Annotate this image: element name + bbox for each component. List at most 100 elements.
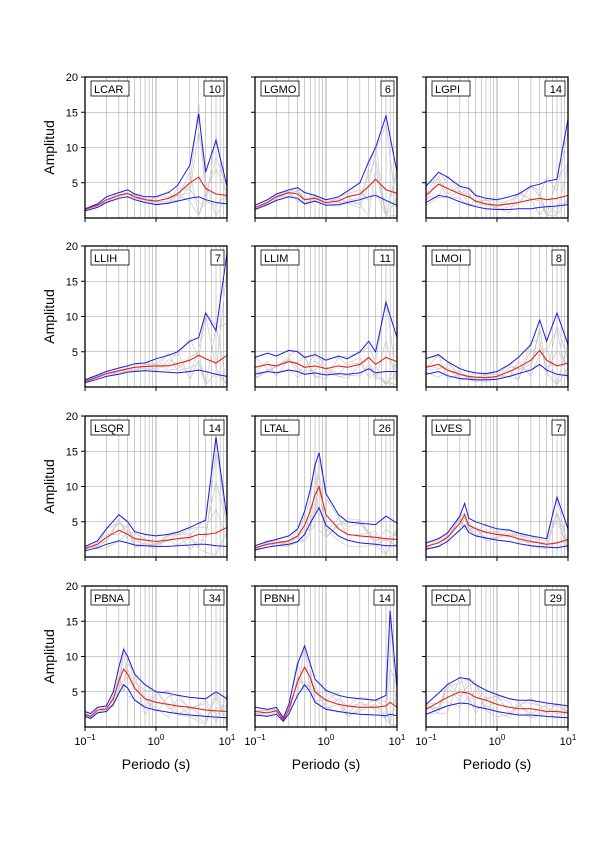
std-upper-line [425,677,569,707]
panel-llim: LLIM 11 [251,245,398,391]
y-tick-label: 15 [66,107,78,119]
station-label-box [431,589,471,606]
mean-line [84,526,228,550]
count-label: 10 [209,84,221,96]
individual-trace-line [84,268,228,386]
y-tick-label: 10 [66,143,78,155]
count-label: 7 [556,423,562,435]
mean-line [84,668,228,718]
std-lower-line [84,196,228,212]
station-label: LVES [435,423,462,435]
std-lower-line [254,683,398,723]
y-tick-label: 15 [66,616,78,628]
individual-trace-line [84,323,228,386]
y-tick-label: 5 [72,347,78,359]
panel-llih: 5 10 15 20 Amplitud LLIH 7 [41,241,228,391]
x-tick-label: 100 [489,733,506,748]
count-label: 8 [556,253,562,265]
station-label-box [90,249,130,266]
individual-trace-line [254,172,398,218]
count-label: 26 [379,423,391,435]
x-tick-label: 101 [389,733,406,748]
station-label: LMOI [435,253,462,265]
station-label: LLIM [264,253,288,265]
x-axis-label: Periodo (s) [122,756,190,772]
station-label: LTAL [264,423,289,435]
count-label-box [544,80,566,97]
std-upper-line [254,610,398,719]
y-tick-label: 5 [72,687,78,699]
y-tick-label: 10 [66,482,78,494]
count-label: 6 [385,84,391,96]
mean-line [254,356,398,370]
std-upper-line [425,495,569,544]
x-tick-label: 100 [148,733,165,748]
count-label-box [544,589,566,606]
panel-ltal: LTAL 26 [251,415,398,561]
individual-trace-line [425,695,569,719]
std-lower-line [425,702,569,719]
count-label: 29 [550,593,562,605]
mean-line [84,354,228,382]
station-label: LLIH [94,253,117,265]
count-label-box [551,249,566,266]
y-tick-label: 5 [72,178,78,190]
count-label-box [373,419,395,436]
y-tick-label: 20 [66,411,78,423]
y-axis-label: Amplitud [41,459,57,513]
panel-lves: LVES 7 [422,415,569,561]
mean-line [425,513,569,547]
count-label-box [203,80,225,97]
station-label-box [260,419,300,436]
std-lower-line [254,368,397,376]
panel-lgpi: LGPI 14 [422,76,569,222]
std-upper-line [84,113,228,210]
station-label: PBNA [94,593,125,605]
std-upper-line [254,300,398,361]
count-label: 34 [209,593,221,605]
x-tick-label: 10−1 [74,733,96,748]
station-label-box [431,419,471,436]
panel-pbna: 5 10 15 20 Amplitud 10−1 100 101 Periodo (s) PBNA… [41,581,236,772]
station-label-box [431,249,471,266]
panel-lmoi: LMOI 8 [422,245,569,391]
mean-line [425,183,569,206]
count-label: 14 [379,593,391,605]
mean-line [425,349,569,379]
individual-trace-line [425,675,569,719]
std-upper-line [84,437,228,547]
std-lower-line [84,540,228,552]
count-label-box [380,80,395,97]
std-upper-line [84,253,228,381]
station-label-box [260,589,300,606]
y-tick-label: 20 [66,72,78,84]
std-upper-line [254,452,398,547]
panel-lgmo: LGMO 6 [251,76,398,222]
individual-trace-line [425,511,569,553]
mean-line [84,176,228,211]
station-label-box [90,589,130,606]
panel-lcar: 5 10 15 20 Amplitud LCAR 10 [41,72,228,222]
std-lower-line [254,506,397,551]
panel-pcda: 10−1 100 101 Periodo (s) PCDA 29 [415,585,577,772]
station-label-box [90,80,130,97]
station-label: PCDA [435,593,466,605]
mean-line [254,484,398,549]
y-axis-label: Amplitud [41,289,57,343]
y-axis-label: Amplitud [41,629,57,683]
station-label-box [431,80,471,97]
station-label: LSQR [94,423,124,435]
std-upper-line [84,648,228,715]
individual-trace-line [84,656,228,723]
std-lower-line [84,369,228,384]
std-lower-line [84,683,228,720]
std-lower-line [425,194,569,210]
count-label-box [373,589,395,606]
count-label-box [203,589,225,606]
count-label: 14 [209,423,221,435]
individual-trace-line [425,323,569,380]
individual-trace-line [84,481,228,550]
x-tick-label: 10−1 [244,733,266,748]
y-axis-label: Amplitud [41,120,57,174]
